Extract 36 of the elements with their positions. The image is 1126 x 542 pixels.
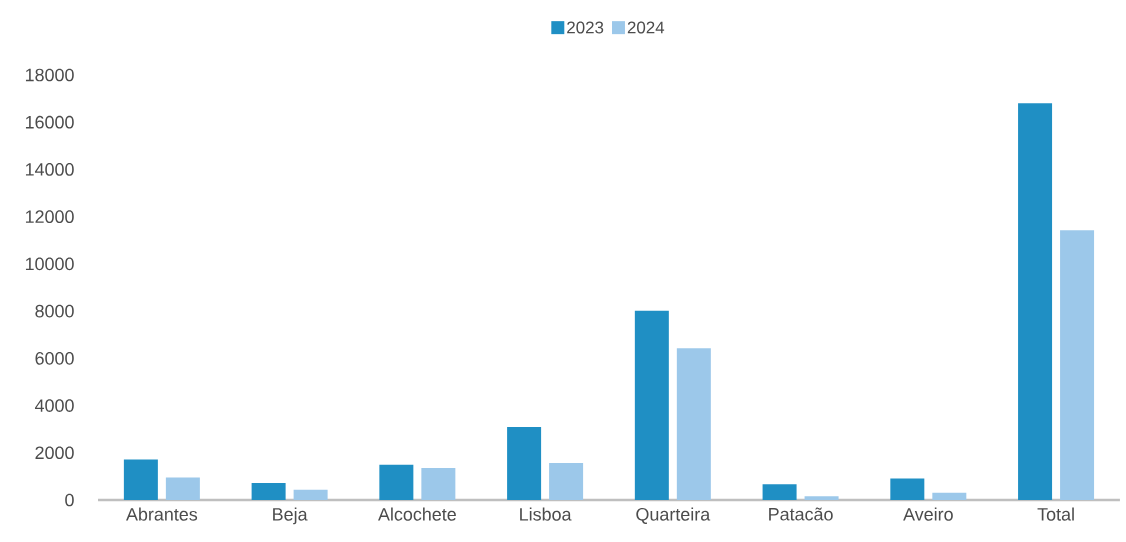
- x-tick-label: Patacão: [769, 507, 833, 521]
- y-tick-label: 6000: [35, 351, 74, 365]
- bar: [634, 310, 669, 500]
- x-tick-label: Abrantes: [126, 507, 198, 521]
- x-tick-label: Total: [1037, 507, 1074, 521]
- x-tick-label: Aveiro: [903, 507, 953, 521]
- y-tick-label: 18000: [25, 68, 74, 82]
- bar: [676, 348, 711, 500]
- y-tick-label: 10000: [25, 257, 74, 271]
- bar: [123, 459, 158, 500]
- bar: [932, 492, 967, 500]
- y-tick-label: 16000: [25, 115, 74, 129]
- bar: [804, 496, 839, 500]
- x-tick-label: Alcochete: [378, 507, 456, 521]
- bar: [890, 478, 925, 500]
- bar: [762, 484, 797, 500]
- y-tick-label: 2000: [35, 446, 74, 460]
- bar: [251, 483, 286, 500]
- bar: [1018, 103, 1053, 500]
- y-tick-label: 0: [65, 493, 74, 507]
- y-tick-label: 12000: [25, 210, 74, 224]
- legend-label: 2024: [627, 21, 665, 34]
- y-tick-label: 14000: [25, 163, 74, 176]
- bar: [1060, 230, 1095, 500]
- bar: [421, 467, 456, 500]
- y-tick-label: 8000: [35, 304, 74, 318]
- x-tick-label: Quarteira: [636, 507, 711, 524]
- bar: [379, 464, 414, 500]
- bar: [293, 489, 328, 500]
- x-tick-label: Lisboa: [520, 507, 572, 521]
- x-tick-label: Beja: [273, 507, 308, 525]
- bar: [549, 462, 584, 500]
- bar: [507, 427, 542, 500]
- y-tick-label: 4000: [34, 399, 74, 412]
- legend-label: 2023: [567, 21, 604, 34]
- bar: [165, 477, 200, 500]
